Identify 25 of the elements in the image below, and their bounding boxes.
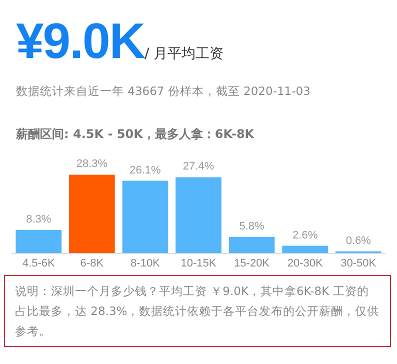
x-tick-label: 4.5-6K (22, 258, 56, 270)
bar (282, 246, 328, 253)
text: 薪酬区间: 4.5K - 50K，最多人拿：6K-8K (16, 126, 254, 143)
data-label: 5.8% (239, 220, 265, 232)
bar (16, 230, 62, 253)
bar (122, 180, 168, 253)
data-label: 28.3% (76, 158, 108, 170)
text: 说明：深圳一个月多少钱？平均工资 ￥9.0K，其中拿6K-8K 工资的占比最多，达 28.3%，数据统计依赖于各平台发布的公开薪酬，仅供参考。 (4, 275, 391, 347)
data-label: 0.6% (346, 234, 372, 247)
chart-subtitle: / 月平均工资 (144, 46, 224, 62)
chart-title: ¥9.0K (16, 13, 144, 69)
x-tick-label: 6-8K (80, 258, 104, 270)
data-label: 26.1% (130, 164, 162, 176)
data-label: 2.6% (292, 229, 318, 242)
x-tick-label: 8-10K (130, 258, 161, 270)
x-tick-label: 20-30K (287, 258, 324, 270)
x-tick-label: 10-15K (180, 258, 217, 270)
x-tick-label: 30-50K (340, 258, 377, 270)
bar (176, 177, 222, 253)
bar (228, 236, 275, 253)
data-label: 27.4% (182, 160, 214, 173)
data-label: 8.3% (26, 214, 52, 226)
text: 数据统计来自近一年 43667 份样本，截至 2020-11-03 (16, 84, 310, 99)
x-tick-label: 15-20K (234, 258, 270, 270)
bar (69, 174, 115, 253)
